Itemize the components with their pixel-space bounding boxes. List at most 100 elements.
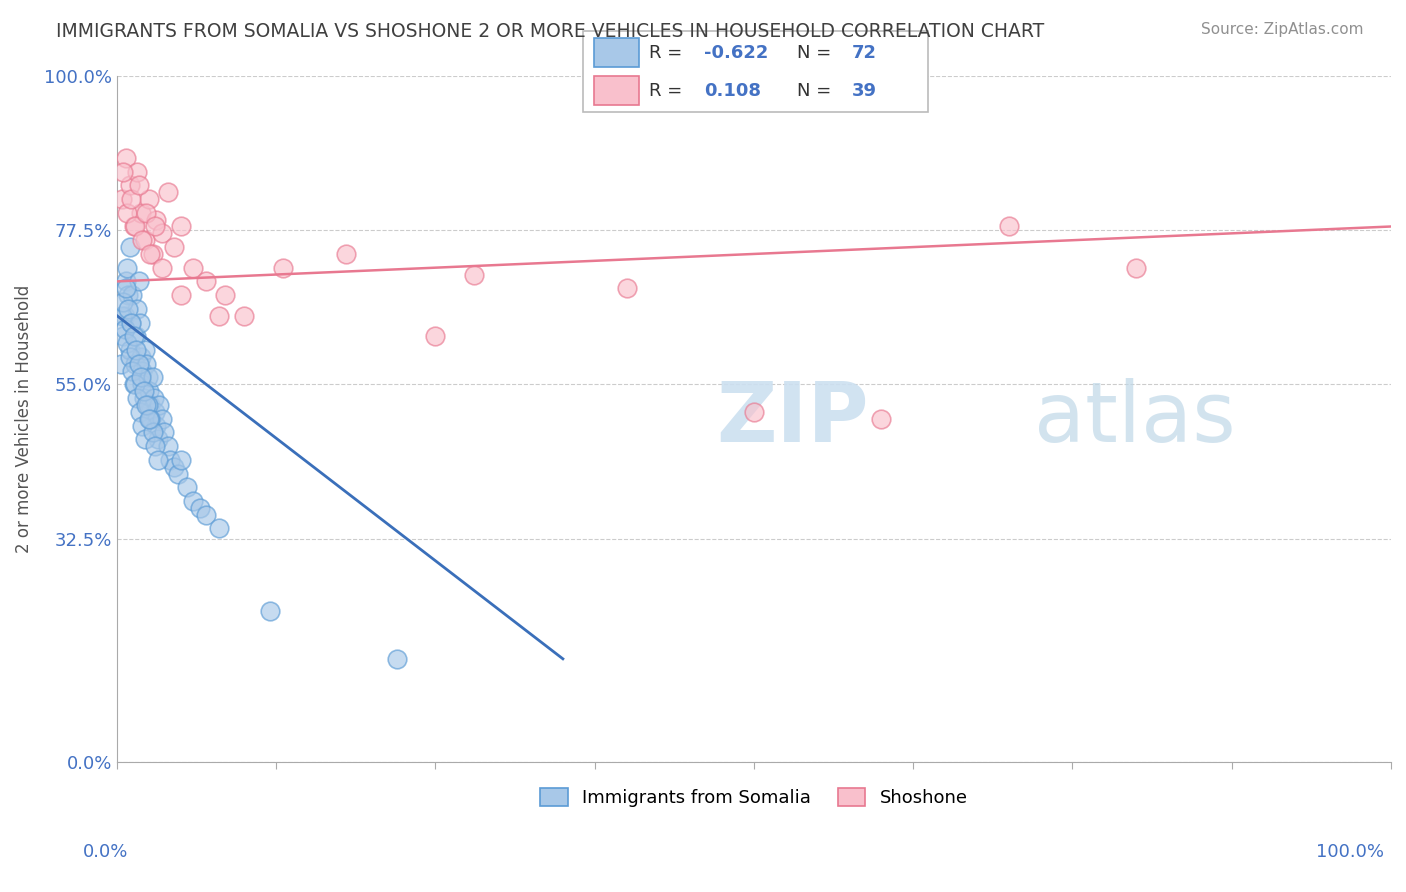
Point bbox=[128, 274, 150, 288]
Point bbox=[159, 452, 181, 467]
Text: Source: ZipAtlas.com: Source: ZipAtlas.com bbox=[1201, 22, 1364, 37]
Point bbox=[143, 219, 166, 234]
Point bbox=[135, 357, 157, 371]
Point bbox=[141, 411, 163, 425]
Point bbox=[139, 247, 162, 261]
Point bbox=[135, 206, 157, 220]
Point bbox=[138, 411, 160, 425]
Point bbox=[138, 192, 160, 206]
Point bbox=[120, 192, 142, 206]
Point bbox=[195, 274, 218, 288]
Point bbox=[742, 405, 765, 419]
Point bbox=[122, 219, 145, 234]
Point bbox=[163, 459, 186, 474]
Point bbox=[117, 301, 139, 316]
Point bbox=[170, 288, 193, 302]
Point bbox=[125, 329, 148, 343]
Point bbox=[188, 500, 211, 515]
Text: ZIP: ZIP bbox=[716, 378, 869, 459]
Point bbox=[142, 370, 165, 384]
Point bbox=[131, 233, 153, 247]
Point bbox=[146, 432, 169, 446]
Text: 39: 39 bbox=[852, 82, 877, 100]
Text: N =: N = bbox=[797, 44, 837, 62]
Point bbox=[150, 260, 173, 275]
Point bbox=[142, 391, 165, 405]
Point bbox=[153, 425, 176, 440]
Point bbox=[156, 439, 179, 453]
Point bbox=[233, 309, 256, 323]
Point bbox=[135, 398, 157, 412]
Point bbox=[616, 281, 638, 295]
Text: N =: N = bbox=[797, 82, 837, 100]
Point bbox=[208, 309, 231, 323]
Point bbox=[148, 398, 170, 412]
Point bbox=[176, 480, 198, 494]
Point bbox=[129, 405, 152, 419]
Point bbox=[118, 343, 141, 357]
Point bbox=[112, 295, 135, 310]
Point bbox=[115, 260, 138, 275]
Point bbox=[150, 411, 173, 425]
Point bbox=[425, 329, 447, 343]
Point bbox=[118, 240, 141, 254]
Point bbox=[122, 377, 145, 392]
Point bbox=[129, 316, 152, 330]
Point bbox=[127, 301, 149, 316]
Point bbox=[136, 398, 159, 412]
Point bbox=[208, 521, 231, 535]
Point bbox=[131, 363, 153, 377]
Point bbox=[124, 377, 146, 392]
Text: R =: R = bbox=[650, 82, 688, 100]
Point bbox=[118, 178, 141, 193]
Point bbox=[128, 178, 150, 193]
Point bbox=[143, 439, 166, 453]
Point bbox=[121, 363, 143, 377]
Point bbox=[132, 384, 155, 399]
Point bbox=[111, 309, 134, 323]
Point bbox=[112, 329, 135, 343]
Point bbox=[115, 274, 138, 288]
Text: 72: 72 bbox=[852, 44, 877, 62]
Point bbox=[139, 411, 162, 425]
Bar bbox=[593, 38, 638, 68]
Point bbox=[131, 377, 153, 392]
Text: 100.0%: 100.0% bbox=[1316, 843, 1384, 861]
Point bbox=[134, 432, 156, 446]
Text: atlas: atlas bbox=[1035, 378, 1236, 459]
Point bbox=[127, 164, 149, 178]
Point bbox=[115, 281, 138, 295]
Text: R =: R = bbox=[650, 44, 688, 62]
Point bbox=[170, 219, 193, 234]
Point bbox=[142, 247, 165, 261]
Point bbox=[112, 164, 135, 178]
Point bbox=[129, 206, 152, 220]
Bar bbox=[593, 76, 638, 105]
Point bbox=[114, 309, 136, 323]
Text: 0.0%: 0.0% bbox=[83, 843, 128, 861]
Point bbox=[167, 467, 190, 481]
Point bbox=[145, 418, 167, 433]
Point bbox=[134, 343, 156, 357]
Point bbox=[122, 329, 145, 343]
Point bbox=[271, 260, 294, 275]
Point bbox=[997, 219, 1019, 234]
Point bbox=[125, 343, 148, 357]
Point bbox=[150, 227, 173, 241]
Point bbox=[195, 508, 218, 522]
Point bbox=[183, 260, 205, 275]
Point bbox=[115, 151, 138, 165]
Point bbox=[183, 494, 205, 508]
Point bbox=[121, 288, 143, 302]
Point bbox=[387, 652, 409, 666]
Point bbox=[132, 391, 155, 405]
Point bbox=[115, 206, 138, 220]
Point bbox=[163, 240, 186, 254]
Point bbox=[142, 425, 165, 440]
Text: 0.108: 0.108 bbox=[704, 82, 761, 100]
Point bbox=[156, 185, 179, 199]
Point bbox=[111, 192, 134, 206]
Point bbox=[120, 316, 142, 330]
Point bbox=[114, 322, 136, 336]
Point bbox=[110, 357, 132, 371]
